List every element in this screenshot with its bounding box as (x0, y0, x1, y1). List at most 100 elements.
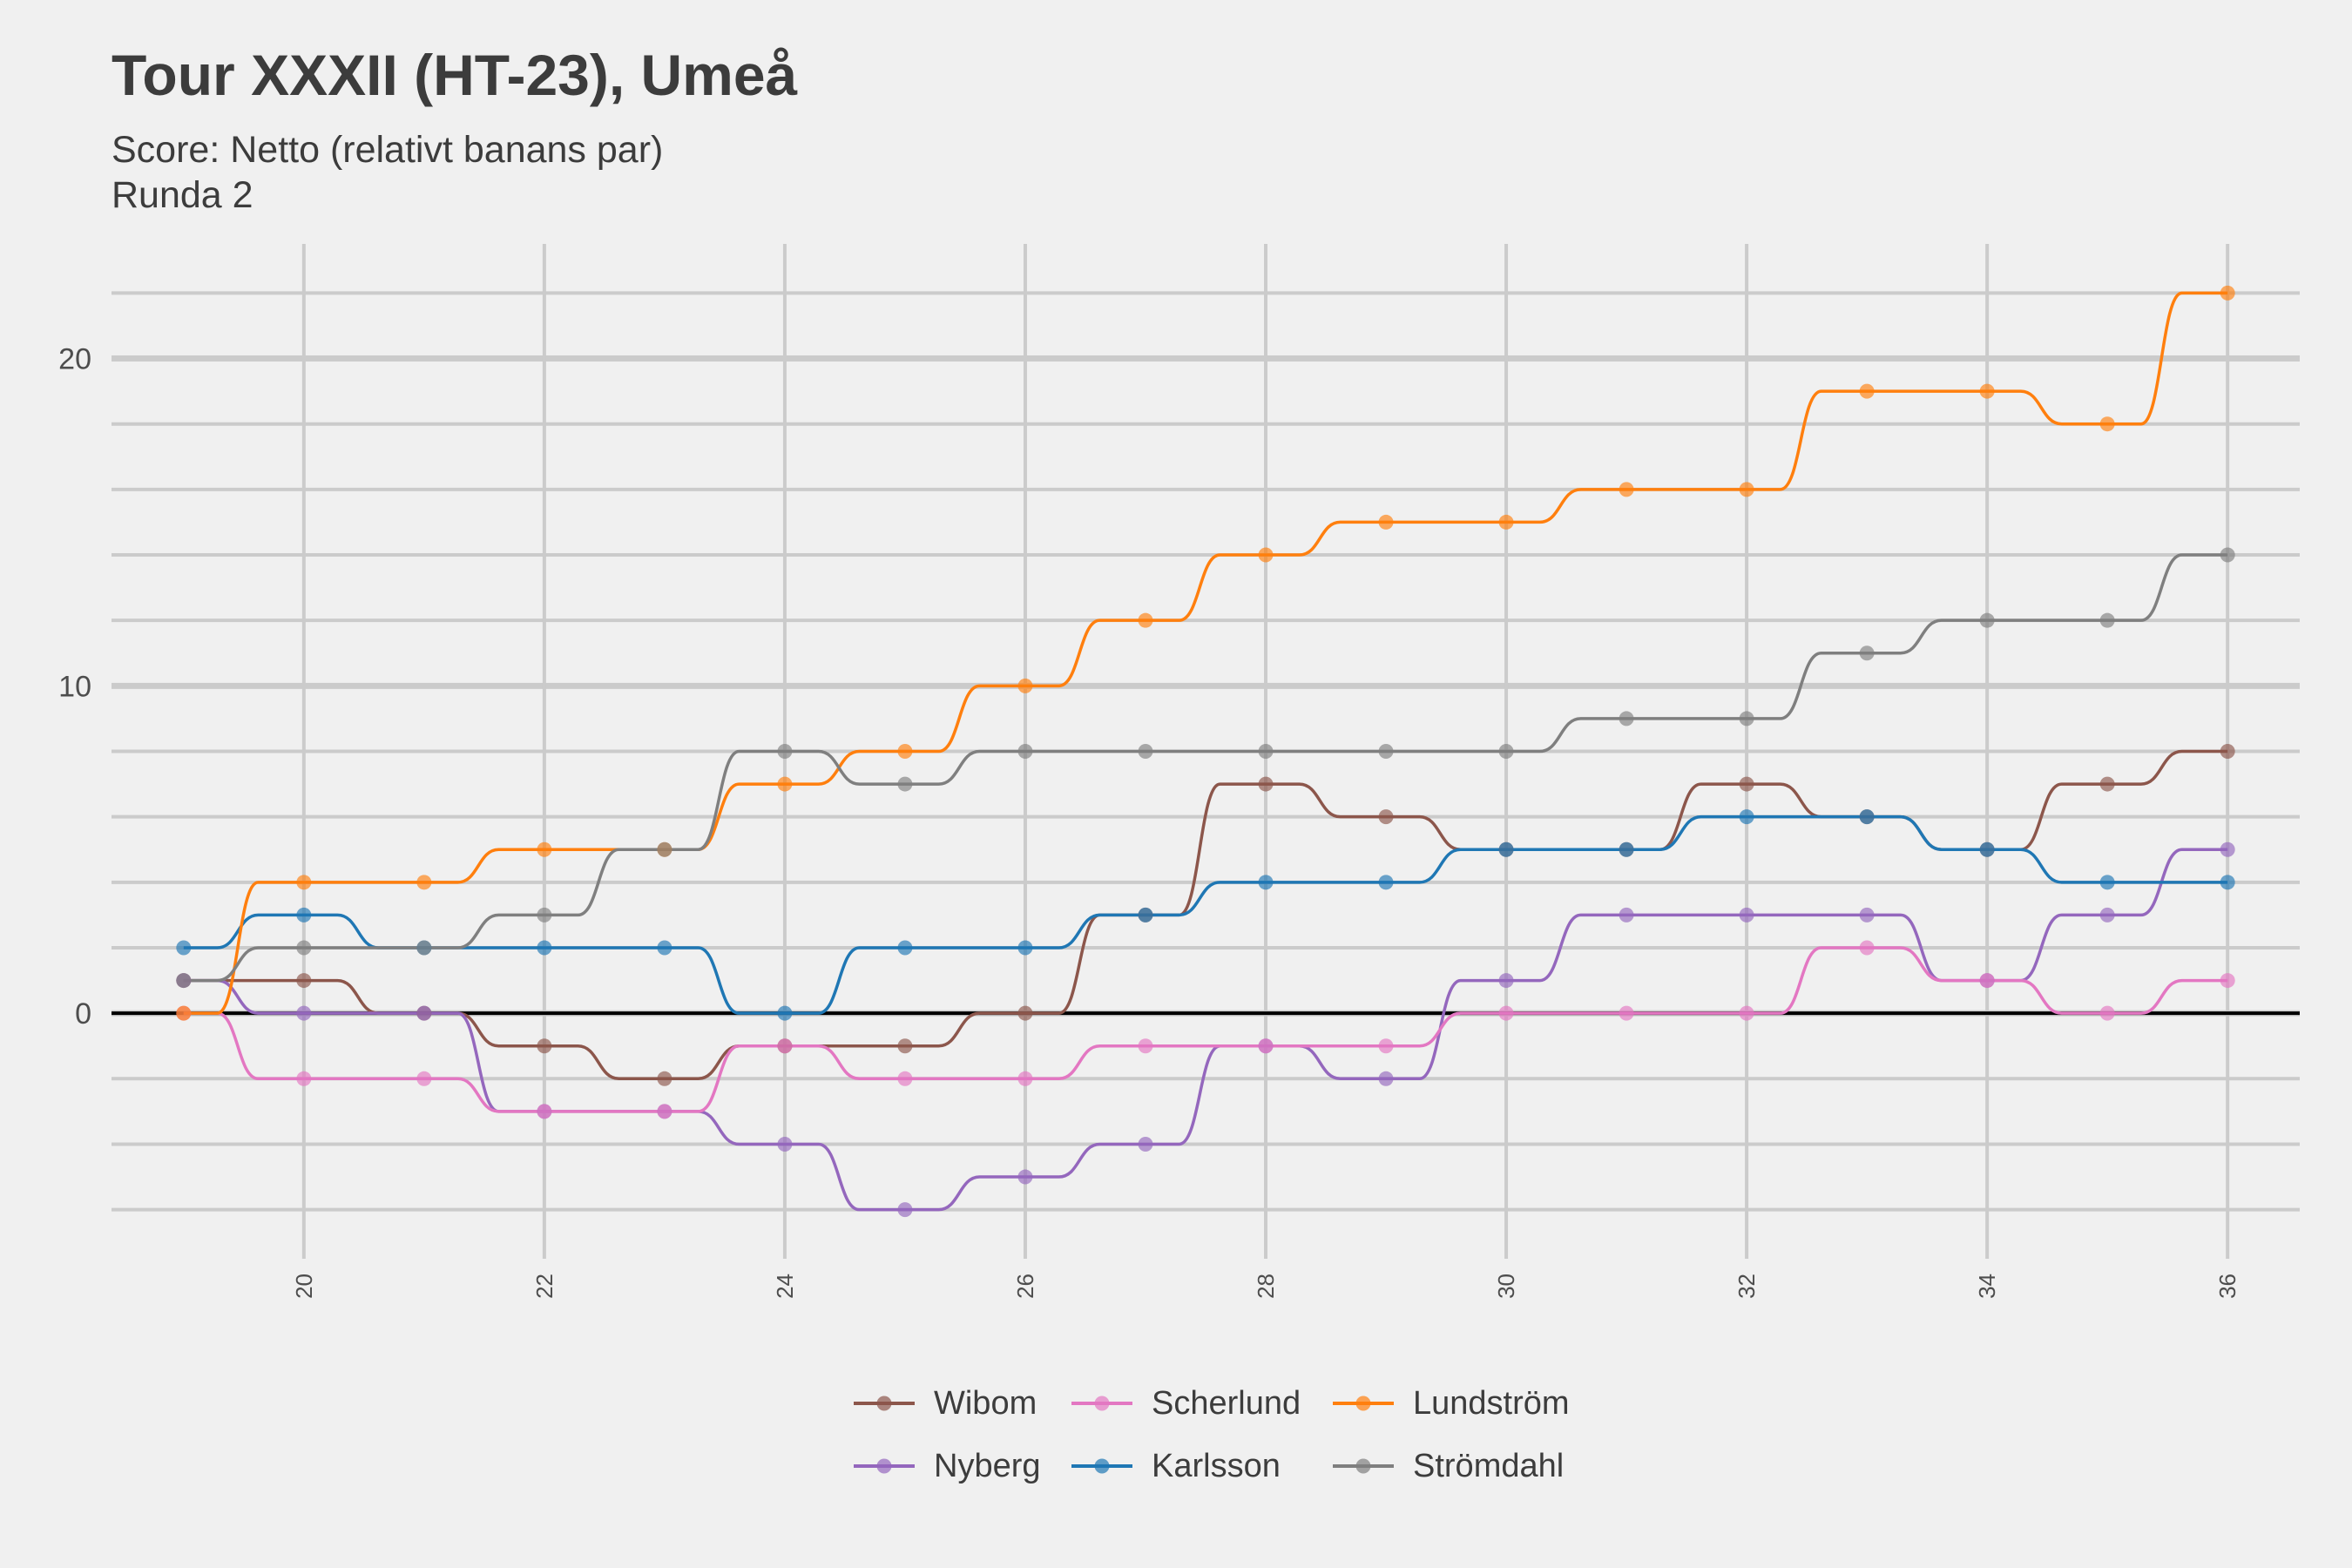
data-point-strömdahl (1619, 711, 1634, 727)
data-point-scherlund (1378, 1038, 1394, 1054)
data-point-karlsson (1258, 875, 1274, 890)
data-point-strömdahl (657, 841, 672, 857)
legend-label: Strömdahl (1413, 1447, 1565, 1484)
data-point-lundström (2099, 416, 2115, 432)
data-point-scherlund (1739, 1005, 1754, 1021)
legend-item-wibom: Wibom (854, 1385, 1071, 1423)
legend-swatch (1333, 1458, 1394, 1474)
data-point-strömdahl (1498, 744, 1514, 759)
legend-label: Lundström (1413, 1384, 1570, 1422)
data-point-karlsson (1859, 809, 1875, 825)
data-point-strömdahl (1017, 744, 1033, 759)
x-axis-ticks: 20 22 24 26 28 30 32 34 36 (291, 1274, 2240, 1299)
data-point-nyberg (2099, 907, 2115, 923)
data-point-strömdahl (1979, 612, 1995, 628)
data-point-scherlund (1498, 1005, 1514, 1021)
chart-title: Tour XXXII (HT-23), Umeå (112, 43, 798, 107)
x-tick-label: 24 (772, 1274, 798, 1299)
data-point-lundström (1017, 678, 1033, 693)
data-point-strömdahl (1138, 744, 1153, 759)
legend: Wibom Scherlund Lundström Nyberg Karlsson Str… (854, 1372, 1577, 1497)
chart-subtitle-round: Runda 2 (112, 174, 253, 216)
data-point-scherlund (1859, 940, 1875, 956)
legend-item-strömdahl: Strömdahl (1333, 1448, 1577, 1485)
series-line-scherlund (183, 946, 2228, 1113)
legend-item-nyberg: Nyberg (854, 1448, 1071, 1485)
data-point-karlsson (176, 940, 192, 956)
data-point-wibom (2099, 776, 2115, 792)
x-tick-label: 36 (2214, 1274, 2240, 1299)
data-point-karlsson (537, 940, 552, 956)
chart-subtitle: Score: Netto (relativt banans par) (112, 129, 664, 171)
data-point-scherlund (2099, 1005, 2115, 1021)
data-point-lundström (416, 875, 432, 890)
data-point-karlsson (296, 907, 312, 923)
y-tick-label: 0 (75, 997, 91, 1031)
data-point-wibom (537, 1038, 552, 1054)
data-point-lundström (1138, 612, 1153, 628)
data-point-karlsson (1498, 841, 1514, 857)
y-tick-label: 20 (58, 343, 91, 376)
data-point-nyberg (1619, 907, 1634, 923)
data-point-karlsson (1979, 841, 1995, 857)
data-point-strömdahl (416, 940, 432, 956)
data-point-lundström (1258, 547, 1274, 563)
legend-swatch (854, 1396, 915, 1411)
data-point-strömdahl (537, 907, 552, 923)
data-point-nyberg (897, 1202, 913, 1218)
data-point-karlsson (2099, 875, 2115, 890)
data-point-wibom (897, 1038, 913, 1054)
legend-label: Karlsson (1152, 1447, 1281, 1484)
data-point-strömdahl (1258, 744, 1274, 759)
data-point-nyberg (2220, 841, 2235, 857)
data-point-wibom (2220, 744, 2235, 759)
data-point-lundström (176, 1005, 192, 1021)
data-point-wibom (1017, 1005, 1033, 1021)
legend-swatch (854, 1458, 915, 1474)
data-point-scherlund (897, 1071, 913, 1086)
data-point-lundström (296, 875, 312, 890)
data-point-nyberg (1739, 907, 1754, 923)
x-tick-label: 32 (1734, 1274, 1760, 1299)
data-point-scherlund (1258, 1038, 1274, 1054)
legend-swatch (1333, 1396, 1394, 1411)
legend-item-scherlund: Scherlund (1071, 1385, 1333, 1423)
data-point-scherlund (2220, 973, 2235, 989)
data-point-strömdahl (2220, 547, 2235, 563)
data-point-lundström (1378, 514, 1394, 530)
data-point-nyberg (777, 1136, 793, 1152)
data-point-lundström (1739, 482, 1754, 497)
x-tick-label: 28 (1253, 1274, 1279, 1299)
data-point-lundström (537, 841, 552, 857)
data-point-scherlund (1017, 1071, 1033, 1086)
data-point-lundström (1979, 383, 1995, 399)
y-tick-label: 10 (58, 670, 91, 703)
data-point-lundström (1498, 514, 1514, 530)
legend-label: Scherlund (1152, 1384, 1301, 1422)
data-point-scherlund (657, 1104, 672, 1119)
data-point-nyberg (296, 1005, 312, 1021)
data-point-scherlund (416, 1071, 432, 1086)
data-point-nyberg (1859, 907, 1875, 923)
data-point-scherlund (537, 1104, 552, 1119)
data-point-karlsson (657, 940, 672, 956)
legend-label: Nyberg (934, 1447, 1041, 1484)
series-line-wibom (183, 749, 2228, 1081)
data-point-nyberg (1378, 1071, 1394, 1086)
data-point-strömdahl (777, 744, 793, 759)
data-point-lundström (1619, 482, 1634, 497)
data-point-strömdahl (1739, 711, 1754, 727)
legend-item-lundström: Lundström (1333, 1385, 1577, 1423)
data-point-wibom (1378, 809, 1394, 825)
data-point-lundström (897, 744, 913, 759)
data-point-karlsson (1619, 841, 1634, 857)
x-tick-label: 20 (291, 1274, 317, 1299)
series-group (176, 285, 2235, 1218)
data-point-lundström (1859, 383, 1875, 399)
x-tick-label: 30 (1493, 1274, 1519, 1299)
data-point-karlsson (2220, 875, 2235, 890)
legend-swatch (1071, 1458, 1132, 1474)
data-point-strömdahl (176, 973, 192, 989)
data-point-nyberg (1138, 1136, 1153, 1152)
data-point-strömdahl (1378, 744, 1394, 759)
